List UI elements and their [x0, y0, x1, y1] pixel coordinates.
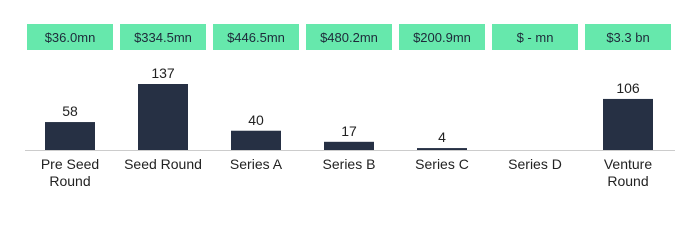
x-tick-label: Venture Round — [603, 156, 653, 189]
amount-box: $334.5mn — [120, 24, 206, 50]
amount-box: $ - mn — [492, 24, 578, 50]
value-label: 106 — [616, 79, 640, 96]
bar — [231, 130, 281, 150]
amount-box: $480.2mn — [306, 24, 392, 50]
x-tick-label: Seed Round — [124, 156, 202, 172]
bar — [417, 148, 467, 150]
chart: $36.0mn 58 Pre Seed Round $334.5mn 137 Seed R… — [25, 24, 675, 189]
value-label: 40 — [248, 111, 264, 128]
x-tick-label: Series A — [229, 156, 283, 172]
value-label: 17 — [341, 122, 357, 139]
amount-box: $36.0mn — [27, 24, 113, 50]
bar — [324, 141, 374, 150]
amount-box: $446.5mn — [213, 24, 299, 50]
bar — [138, 84, 188, 150]
bar — [45, 122, 95, 150]
bar — [603, 98, 653, 150]
x-tick-label: Series B — [322, 156, 376, 172]
value-label: 137 — [151, 65, 175, 81]
value-label: 4 — [438, 129, 446, 146]
plot — [25, 84, 675, 151]
amount-box: $3.3 bn — [585, 24, 671, 50]
x-tick-label: Series C — [415, 156, 469, 172]
amount-box: $200.9mn — [399, 24, 485, 50]
x-tick-label: Series D — [508, 156, 562, 172]
value-label: 58 — [62, 103, 78, 120]
x-tick-label: Pre Seed Round — [40, 156, 100, 189]
